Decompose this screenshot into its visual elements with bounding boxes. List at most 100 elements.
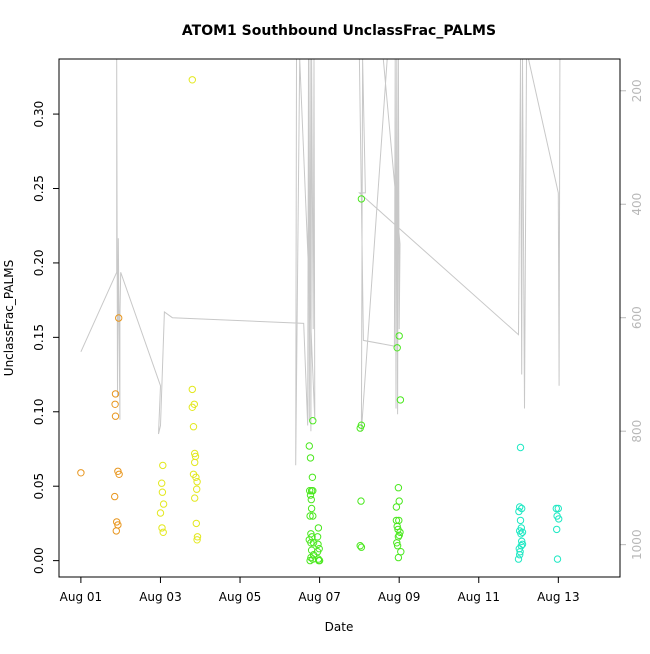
data-point (188, 385, 197, 394)
data-point (518, 528, 527, 536)
data-point (309, 512, 317, 520)
x-tick-label: Aug 09 (378, 590, 421, 604)
data-point (314, 540, 322, 548)
data-point (189, 423, 198, 431)
data-point (193, 533, 202, 541)
data-point (306, 512, 314, 520)
data-point (553, 525, 561, 534)
data-point (306, 454, 315, 462)
data-point (192, 519, 201, 528)
y-axis-label: UnclassFrac_PALMS (2, 260, 16, 376)
data-point (514, 555, 523, 563)
data-point (357, 543, 366, 551)
data-point (313, 533, 322, 541)
data-point (193, 478, 201, 486)
y-tick-label: 0.20 (32, 250, 46, 277)
data-point (159, 528, 167, 536)
data-point (193, 536, 201, 544)
x-tick-label: Aug 05 (219, 590, 262, 604)
data-point (77, 469, 85, 477)
data-point (314, 524, 323, 532)
data-point (552, 504, 560, 513)
data-point (357, 497, 365, 505)
data-point (516, 551, 524, 559)
data-point (308, 473, 317, 481)
data-point (306, 556, 314, 565)
data-point (516, 548, 524, 556)
scatter-points-layer (77, 76, 563, 565)
data-point (518, 537, 526, 545)
data-point (115, 470, 123, 478)
y-tick-label: 0.00 (32, 547, 46, 574)
data-point (191, 449, 199, 458)
data-point (191, 458, 199, 467)
data-point (555, 515, 563, 523)
data-point (111, 412, 120, 420)
x-tick-label: Aug 13 (537, 590, 580, 604)
x-tick-label: Aug 01 (60, 590, 103, 604)
data-point (553, 555, 562, 563)
data-point (307, 495, 315, 504)
data-point (307, 553, 315, 562)
data-point (395, 332, 403, 340)
data-point (516, 503, 524, 511)
data-point (191, 494, 199, 502)
data-point (393, 542, 402, 550)
data-point (394, 484, 403, 492)
data-point (306, 491, 315, 499)
data-point (111, 492, 119, 501)
data-point (309, 539, 318, 547)
data-point (357, 195, 366, 203)
data-point (393, 539, 401, 547)
y-tick-label: 0.15 (32, 324, 46, 351)
data-point (159, 461, 167, 470)
data-point (392, 503, 401, 511)
data-point (188, 403, 197, 411)
data-point (395, 497, 403, 505)
x-tick-label: Aug 11 (457, 590, 500, 604)
y-tick-label: 0.05 (32, 473, 46, 500)
data-point (188, 76, 197, 84)
x-axis-label: Date (325, 620, 354, 634)
data-point (158, 524, 166, 532)
data-point (158, 479, 166, 487)
data-point (305, 442, 313, 450)
plot-area-border (58, 58, 621, 578)
data-point (158, 488, 167, 496)
data-point (115, 314, 123, 322)
data-point (159, 500, 168, 508)
y-tick-label: 0.30 (32, 101, 46, 128)
data-point (111, 390, 120, 398)
data-point (554, 504, 562, 513)
data-point (111, 400, 119, 408)
data-point (393, 344, 401, 352)
data-point (517, 530, 525, 538)
data-point (396, 528, 404, 536)
data-point (307, 546, 316, 554)
data-point (395, 531, 403, 539)
secondary-tick-label: 1000 (630, 529, 644, 560)
data-point (192, 473, 200, 481)
data-point (307, 504, 316, 513)
chart-title: ATOM1 Southbound UnclassFrac_PALMS (182, 23, 496, 39)
data-point (516, 516, 525, 525)
data-point (393, 522, 401, 531)
data-point (515, 507, 523, 516)
secondary-tick-label: 800 (630, 420, 644, 443)
data-point (309, 487, 317, 495)
data-point (309, 417, 317, 425)
data-point (112, 527, 121, 535)
data-point (394, 553, 403, 562)
x-tick-label: Aug 03 (139, 590, 182, 604)
x-tick-label: Aug 07 (298, 590, 341, 604)
secondary-tick-label: 600 (630, 306, 644, 329)
data-point (307, 539, 315, 547)
secondary-tick-label: 200 (630, 79, 644, 102)
y-tick-label: 0.25 (32, 175, 46, 202)
data-point (356, 542, 364, 550)
data-point (396, 396, 405, 404)
data-point (156, 509, 165, 517)
data-point (193, 485, 201, 493)
